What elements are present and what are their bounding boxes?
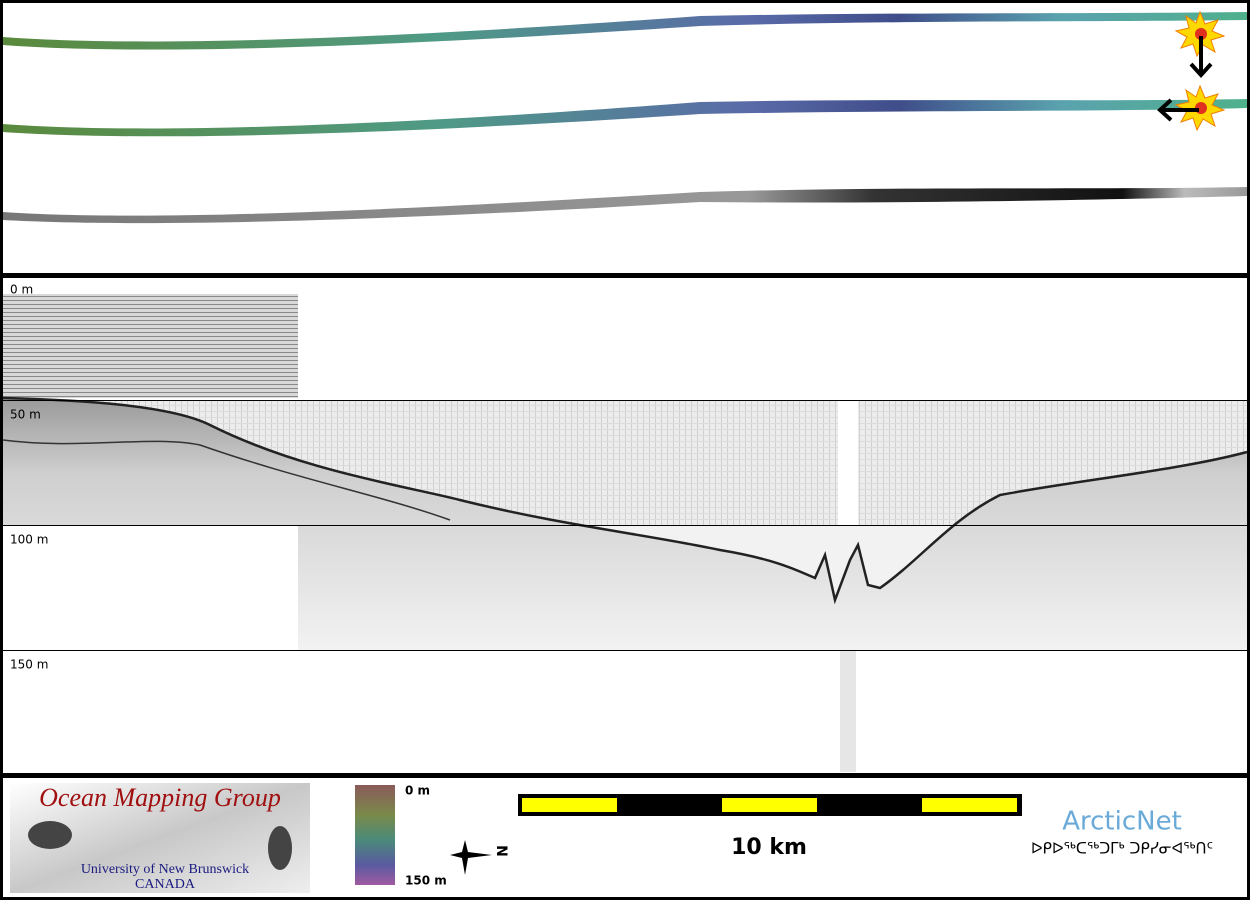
depth-label: 0 m — [10, 283, 33, 297]
sub-bottom-reflector — [2, 439, 451, 521]
partner-subtitle: ᐅᑭᐅᖅᑕᖅᑐᒥᒃ ᑐᑭᓯᓂᐊᖅᑎᑦ — [1031, 840, 1213, 858]
depth-label: 150 m — [10, 658, 48, 672]
scale-bar-label: 10 km — [731, 835, 807, 860]
logo-university: University of New Brunswick — [81, 862, 249, 877]
logo-title: Ocean Mapping Group — [39, 783, 281, 812]
bathymetry-swath — [3, 99, 1247, 137]
logo-icon — [268, 826, 292, 870]
logo-country: CANADA — [135, 877, 196, 892]
partner-name: ArcticNet — [1062, 807, 1182, 837]
scale-bar-segment — [522, 798, 617, 812]
compass-rose — [450, 840, 492, 875]
noise-strip — [840, 650, 856, 772]
bathymetry-swath — [3, 12, 1247, 50]
compass-label: N — [493, 845, 509, 857]
seafloor-line — [2, 396, 1248, 605]
scale-bar-segment — [922, 798, 1017, 812]
water-column — [3, 294, 298, 398]
colorbar-label: 0 m — [405, 784, 430, 798]
scale-bar-segment — [722, 798, 817, 812]
arrow-head — [1157, 98, 1173, 122]
backscatter-swath — [3, 187, 1247, 224]
logo-icon — [28, 821, 72, 849]
arrow-head — [1189, 62, 1213, 78]
depth-label: 100 m — [10, 533, 48, 547]
seafloor-sediment — [3, 398, 1247, 650]
start-marker-center — [1195, 28, 1207, 40]
colorbar — [355, 785, 395, 885]
depth-label: 50 m — [10, 408, 41, 422]
colorbar-label: 150 m — [405, 874, 447, 888]
